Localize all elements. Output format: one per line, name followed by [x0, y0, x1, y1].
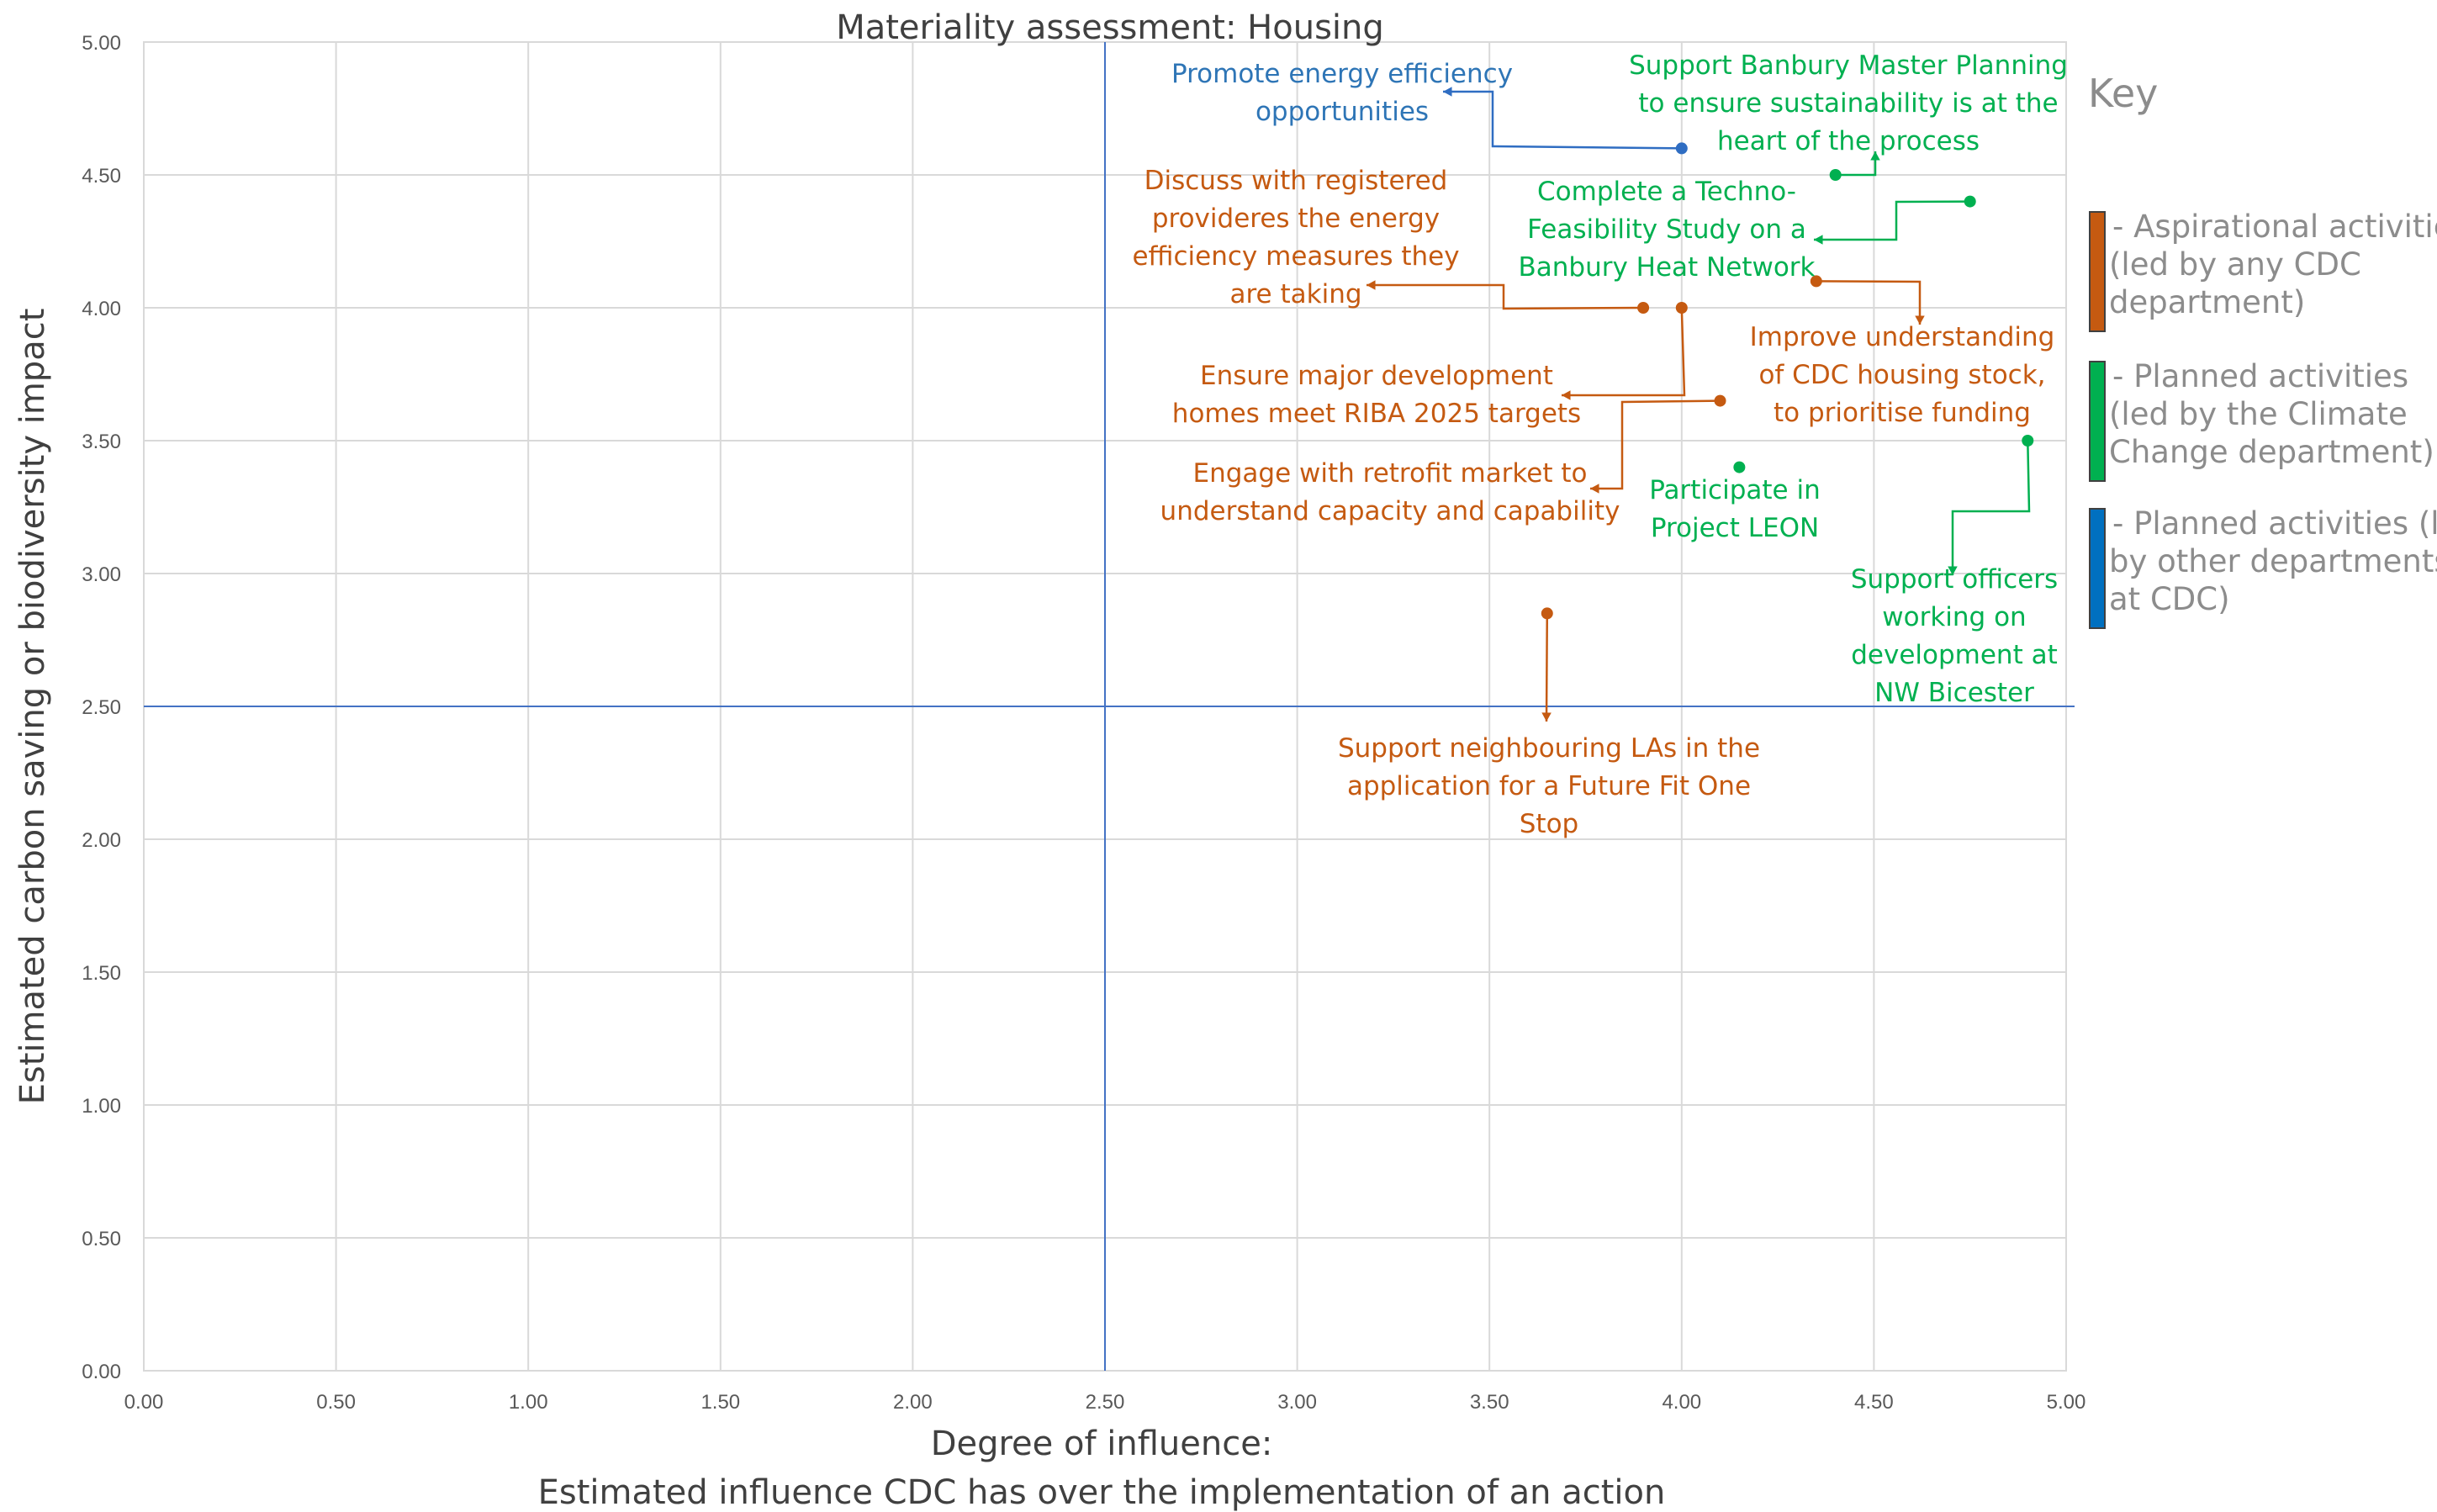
- y-axis-ticks: 0.00 0.50 1.00 1.50 2.00 2.50 3.00 3.50 4.00 4.50…: [82, 32, 121, 1383]
- data-point: [1733, 461, 1746, 473]
- x-axis-title-line-2: Estimated influence CDC has over the imp…: [538, 1473, 1666, 1512]
- connector-line: [1443, 90, 1682, 150]
- data-point: [1810, 275, 1822, 288]
- connector-line: [1562, 307, 1686, 397]
- y-axis-title: Estimated carbon saving or biodiversity …: [13, 309, 52, 1105]
- x-tick-label: 3.50: [1470, 1391, 1509, 1414]
- connector-arrowhead: [1870, 151, 1880, 161]
- y-tick-label: 5.00: [82, 32, 121, 55]
- x-tick-label: 5.00: [2047, 1391, 2086, 1414]
- connector-line: [1545, 613, 1549, 722]
- data-point: [1714, 394, 1726, 407]
- y-tick-label: 1.00: [82, 1095, 121, 1118]
- key-swatch: [2089, 508, 2106, 629]
- point-label: Support Banbury Master Planning to ensure…: [1629, 50, 2068, 156]
- y-tick-label: 2.00: [82, 829, 121, 852]
- data-point: [2022, 435, 2034, 447]
- chart-title: Materiality assessment: Housing: [836, 8, 1384, 47]
- x-tick-label: 0.00: [124, 1391, 164, 1414]
- x-tick-label: 0.50: [316, 1391, 356, 1414]
- data-point: [1675, 302, 1688, 314]
- x-tick-label: 2.00: [893, 1391, 933, 1414]
- connector-arrowhead: [1367, 280, 1376, 290]
- y-tick-label: 3.50: [82, 431, 121, 453]
- data-point: [1637, 302, 1650, 314]
- y-tick-label: 1.50: [82, 962, 121, 985]
- x-axis-title-line-1: Degree of influence:: [931, 1425, 1273, 1463]
- key-label: - Aspirational activities (led by any CDC…: [2109, 209, 2437, 320]
- point-labels: Promote energy efficiency opportunities Su…: [1132, 50, 2067, 839]
- connector-line: [1367, 283, 1644, 310]
- y-tick-label: 4.00: [82, 298, 121, 320]
- data-point: [1964, 195, 1976, 208]
- legend-key: Key - Aspirational activities (led by any…: [2088, 71, 2437, 629]
- connector-arrowhead: [1562, 390, 1571, 400]
- point-label: Support neighbouring LAs in the applicati…: [1338, 733, 1760, 839]
- connector-line: [1814, 200, 1970, 241]
- connector-arrowhead: [1443, 87, 1452, 97]
- point-label: Complete a Techno-Feasibility Study on a…: [1518, 177, 1815, 283]
- data-points: [1541, 142, 2034, 620]
- connector-arrowhead: [1948, 566, 1958, 575]
- key-swatch: [2089, 361, 2106, 482]
- connector-line: [1951, 440, 2031, 575]
- x-tick-label: 4.50: [1854, 1391, 1894, 1414]
- key-title: Key: [2088, 71, 2158, 116]
- key-label: - Planned activities (led by the Climate C…: [2109, 358, 2434, 470]
- x-tick-label: 3.00: [1277, 1391, 1317, 1414]
- data-point: [1541, 607, 1553, 620]
- x-tick-label: 4.00: [1662, 1391, 1701, 1414]
- x-tick-label: 1.00: [509, 1391, 548, 1414]
- y-tick-label: 2.50: [82, 696, 121, 719]
- quadrant-lines: [144, 42, 2075, 1371]
- connector-line: [1590, 399, 1721, 490]
- key-swatch: [2089, 211, 2106, 332]
- point-label: Support officers working on development at…: [1851, 564, 2058, 708]
- y-tick-label: 0.00: [82, 1361, 121, 1383]
- point-label: Participate in Project LEON: [1649, 475, 1820, 543]
- x-tick-label: 2.50: [1086, 1391, 1125, 1414]
- connector-arrowhead: [1541, 712, 1552, 722]
- connector-arrowhead: [1814, 235, 1823, 245]
- data-point: [1675, 142, 1688, 155]
- y-tick-label: 4.50: [82, 165, 121, 188]
- point-label: Engage with retrofit market to understand…: [1160, 458, 1620, 526]
- x-axis-ticks: 0.00 0.50 1.00 1.50 2.00 2.50 3.00 3.50 4.00 4.50…: [124, 1391, 2086, 1414]
- label-connectors: [1367, 87, 2031, 722]
- connector-arrowhead: [1915, 315, 1925, 325]
- point-label: Ensure major development homes meet RIBA …: [1172, 361, 1581, 429]
- point-label: Discuss with registered provideres the en…: [1132, 166, 1459, 309]
- connector-line: [1816, 280, 1922, 325]
- x-tick-label: 1.50: [700, 1391, 740, 1414]
- y-tick-label: 0.50: [82, 1228, 121, 1250]
- data-point: [1829, 169, 1842, 181]
- point-label: Improve understanding of CDC housing stoc…: [1750, 322, 2055, 428]
- point-label: Promote energy efficiency opportunities: [1171, 59, 1513, 127]
- y-tick-label: 3.00: [82, 563, 121, 586]
- connector-arrowhead: [1590, 484, 1599, 494]
